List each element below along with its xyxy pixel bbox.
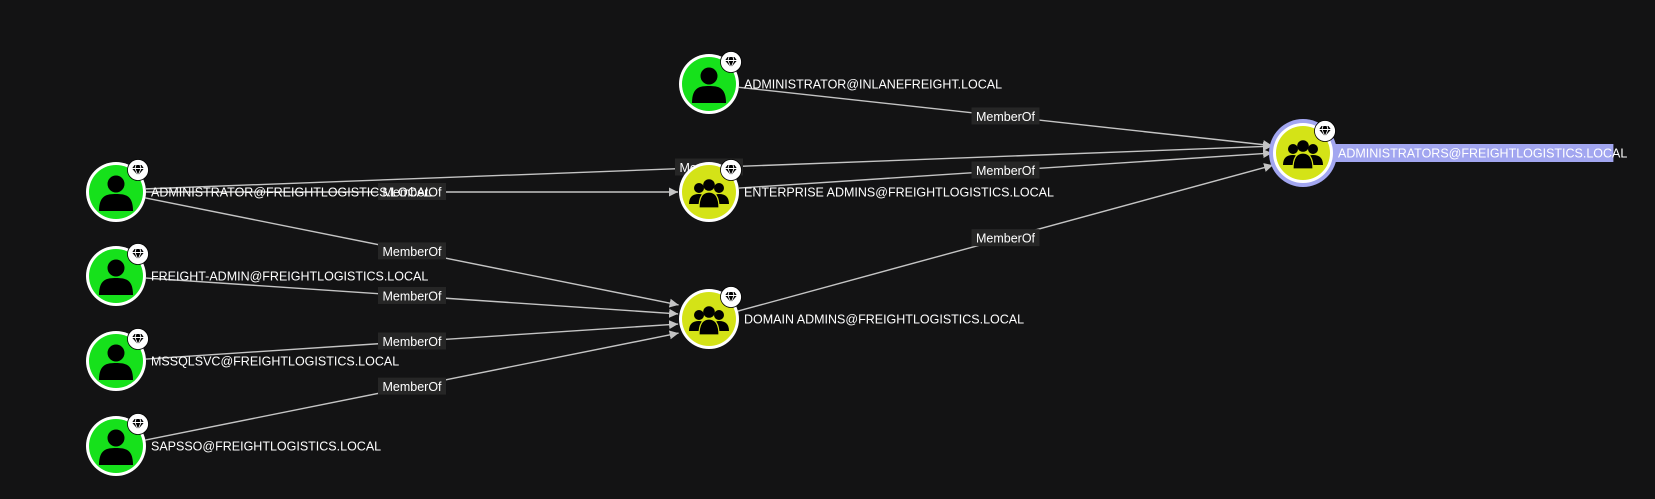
- node-mssqlsvc[interactable]: MSSQLSVC@FREIGHTLOGISTICS.LOCAL: [86, 328, 399, 392]
- user-icon: [99, 344, 133, 380]
- node-label: FREIGHT-ADMIN@FREIGHTLOGISTICS.LOCAL: [151, 270, 428, 284]
- edge-label-0[interactable]: MemberOf: [971, 107, 1040, 125]
- nodes-layer: ADMINISTRATOR@INLANEFREIGHT.LOCAL ENTERPR…: [86, 51, 1627, 477]
- group-icon: [689, 179, 729, 209]
- tier-zero-gem-icon: [720, 286, 742, 308]
- edge-label-bg: [378, 332, 447, 350]
- tier-zero-gem-icon: [127, 413, 149, 435]
- edge-label-text: MemberOf: [382, 289, 442, 303]
- user-icon: [692, 67, 726, 103]
- edge-label-bg: [971, 229, 1040, 247]
- user-icon: [99, 259, 133, 295]
- node-label: ENTERPRISE ADMINS@FREIGHTLOGISTICS.LOCAL: [744, 186, 1054, 200]
- node-label: ADMINISTRATOR@FREIGHTLOGISTICS.LOCAL: [151, 186, 432, 200]
- tier-zero-gem-icon: [720, 51, 742, 73]
- node-freight_admin[interactable]: FREIGHT-ADMIN@FREIGHTLOGISTICS.LOCAL: [86, 243, 428, 307]
- node-admin_inlane[interactable]: ADMINISTRATOR@INLANEFREIGHT.LOCAL: [679, 51, 1002, 115]
- edge-label-text: MemberOf: [382, 186, 442, 200]
- edge-label-bg: [971, 107, 1040, 125]
- edges-layer: [145, 86, 1274, 441]
- edge-label-bg: [378, 377, 447, 395]
- edge-label-6[interactable]: MemberOf: [378, 286, 447, 304]
- tier-zero-gem-icon: [127, 328, 149, 350]
- node-label: SAPSSO@FREIGHTLOGISTICS.LOCAL: [151, 440, 381, 454]
- edge-label-text: MemberOf: [976, 232, 1036, 246]
- edge-label-text: MemberOf: [382, 380, 442, 394]
- group-icon: [689, 306, 729, 336]
- tier-zero-gem-icon: [720, 159, 742, 181]
- edge-label-1[interactable]: MemberOf: [378, 183, 446, 200]
- node-sapsso[interactable]: SAPSSO@FREIGHTLOGISTICS.LOCAL: [86, 413, 381, 477]
- user-icon: [99, 429, 133, 465]
- edge-label-text: MemberOf: [382, 245, 442, 259]
- node-domain_admins[interactable]: DOMAIN ADMINS@FREIGHTLOGISTICS.LOCAL: [679, 286, 1024, 350]
- tier-zero-gem-icon: [127, 159, 149, 181]
- edge-label-4[interactable]: MemberOf: [971, 229, 1040, 247]
- edge-label-text: MemberOf: [382, 335, 442, 349]
- node-label: ADMINISTRATOR@INLANEFREIGHT.LOCAL: [744, 78, 1002, 92]
- edge-label-5[interactable]: MemberOf: [378, 242, 447, 260]
- user-icon: [99, 175, 133, 211]
- edge-label-bg: [378, 242, 447, 260]
- edge-label-text: MemberOf: [976, 110, 1036, 124]
- node-label: ADMINISTRATORS@FREIGHTLOGISTICS.LOCAL: [1338, 147, 1627, 161]
- edge-label-text: MemberOf: [976, 164, 1036, 178]
- edge-label-8[interactable]: MemberOf: [378, 377, 447, 395]
- node-admin_freight[interactable]: ADMINISTRATOR@FREIGHTLOGISTICS.LOCAL: [86, 159, 432, 223]
- group-icon: [1283, 140, 1323, 170]
- node-enterprise_admins[interactable]: ENTERPRISE ADMINS@FREIGHTLOGISTICS.LOCAL: [679, 159, 1054, 223]
- tier-zero-gem-icon: [127, 243, 149, 265]
- edge-labels-layer: MemberOf MemberOf MemberOf MemberOf MemberOf…: [378, 107, 1040, 395]
- tier-zero-gem-icon: [1314, 120, 1336, 142]
- edge-label-3[interactable]: MemberOf: [971, 161, 1040, 179]
- edge-label-bg: [378, 183, 446, 200]
- node-administrators[interactable]: ADMINISTRATORS@FREIGHTLOGISTICS.LOCAL: [1269, 119, 1627, 187]
- edge-label-bg: [378, 286, 447, 304]
- selected-label-bg: [1335, 144, 1614, 162]
- node-label: DOMAIN ADMINS@FREIGHTLOGISTICS.LOCAL: [744, 313, 1024, 327]
- edge-label-7[interactable]: MemberOf: [378, 332, 447, 350]
- edge-label-bg: [971, 161, 1040, 179]
- node-label: MSSQLSVC@FREIGHTLOGISTICS.LOCAL: [151, 355, 399, 369]
